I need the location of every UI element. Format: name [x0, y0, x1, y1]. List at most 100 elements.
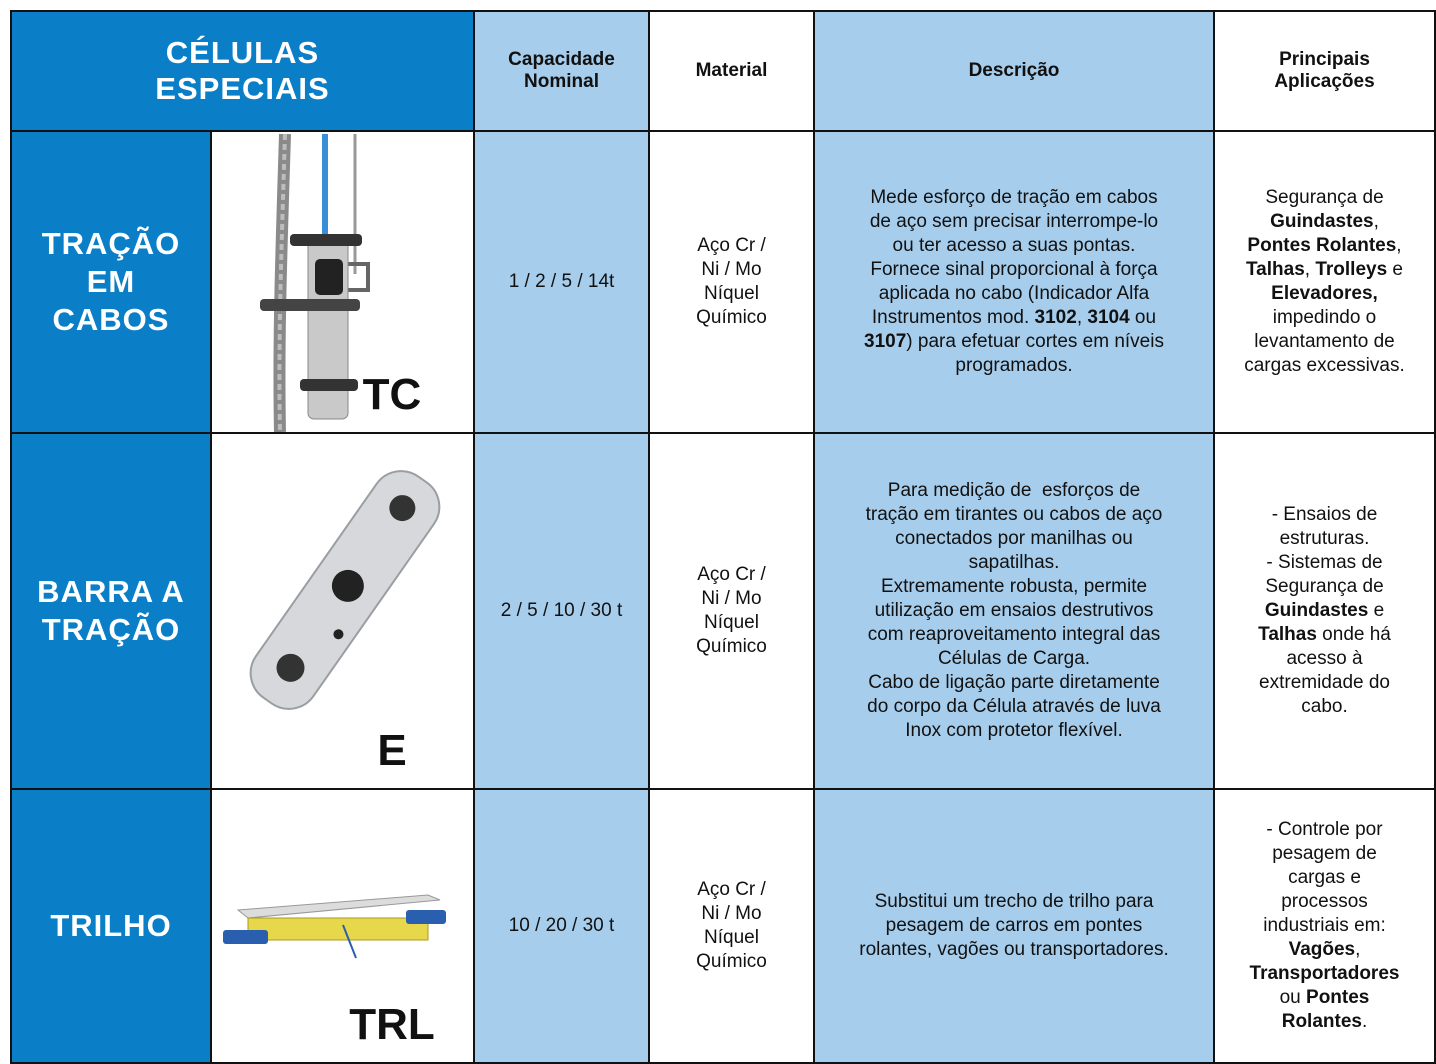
product-code: TC	[362, 370, 422, 419]
text-run: - Sistemas de	[1266, 552, 1383, 573]
applications-line: Segurança de	[1265, 575, 1383, 599]
trl-image	[223, 894, 446, 959]
applications-line: Pontes Rolantes,	[1247, 234, 1401, 258]
bold-run: Guindastes	[1264, 600, 1369, 621]
bold-run: Pontes	[1306, 987, 1370, 1008]
text-run: Segurança de	[1265, 187, 1384, 208]
description-line: Cabo de ligação parte diretamente	[868, 671, 1160, 695]
text-run: industriais em:	[1263, 915, 1386, 936]
text-run: ,	[1304, 259, 1316, 280]
text-run: ,	[1355, 939, 1361, 960]
description-line: do corpo da Célula através de luva	[867, 695, 1161, 719]
text-run: Para medição de esforços de	[887, 480, 1141, 501]
text-run: ,	[1373, 211, 1379, 232]
bold-run: Vagões	[1288, 939, 1356, 960]
column-header: Material	[650, 12, 815, 132]
description-line: conectados por manilhas ou	[895, 527, 1133, 551]
description-line: Instrumentos mod. 3102, 3104 ou	[872, 306, 1156, 330]
applications-line: pesagem de	[1272, 842, 1377, 866]
text-run: de aço sem precisar interrompe-lo	[869, 211, 1159, 232]
product-code: TRL	[349, 1000, 435, 1049]
row-name: TRAÇÃO EM CABOS	[12, 132, 212, 434]
description-line: pesagem de carros em pontes	[886, 914, 1143, 938]
material-cell: Aço Cr / Ni / Mo Níquel Químico	[650, 434, 815, 790]
applications-line: Elevadores,	[1271, 282, 1378, 306]
column-header: Capacidade Nominal	[475, 12, 650, 132]
text-run: aplicada no cabo (Indicador Alfa	[878, 283, 1150, 304]
left-border	[10, 10, 12, 1064]
applications-line: acesso à	[1286, 647, 1362, 671]
name-line: TRAÇÃO	[41, 226, 181, 261]
description-line: com reaproveitamento integral das	[868, 623, 1161, 647]
bold-run: Elevadores,	[1271, 283, 1378, 304]
capacity: 2 / 5 / 10 / 30 t	[500, 600, 623, 621]
header-line: Nominal	[524, 71, 599, 92]
text-run: levantamento de	[1254, 331, 1395, 352]
applications-line: - Ensaios de	[1272, 503, 1378, 527]
product-code: E	[377, 726, 407, 775]
text-run: ) para efetuar cortes em níveis	[906, 331, 1164, 352]
description-line: rolantes, vagões ou transportadores.	[859, 938, 1168, 962]
text-run: cargas excessivas.	[1244, 355, 1405, 376]
material-line: Níquel	[704, 612, 759, 633]
description-line: tração em tirantes ou cabos de aço	[866, 503, 1163, 527]
material-line: Químico	[696, 951, 767, 972]
applications-cell: - Controle por pesagem de cargas e processo…	[1215, 790, 1436, 1064]
material-line: Níquel	[704, 927, 759, 948]
applications-cell: - Ensaios de estruturas. - Sistemas de Segu…	[1215, 434, 1436, 790]
bold-run: Guindastes	[1270, 211, 1374, 232]
header-line: Principais	[1279, 49, 1370, 70]
text-run: Mede esforço de tração em cabos	[870, 187, 1158, 208]
bold-run: Pontes Rolantes	[1247, 235, 1397, 256]
description-line: Mede esforço de tração em cabos	[870, 186, 1157, 210]
applications-line: Rolantes.	[1282, 1010, 1368, 1034]
title-line: CÉLULAS	[165, 35, 320, 70]
text-run: tração em tirantes ou cabos de aço	[865, 504, 1163, 525]
text-run: extremidade do	[1259, 672, 1390, 693]
name-line: BARRA A	[37, 574, 185, 609]
text-run: ou ter acesso a suas pontas.	[892, 235, 1136, 256]
applications-line: Vagões,	[1289, 938, 1361, 962]
material-line: Aço Cr /	[697, 564, 766, 585]
material-line: Químico	[696, 307, 767, 328]
capacity-cell: 10 / 20 / 30 t	[475, 790, 650, 1064]
text-run: Fornece sinal proporcional à força	[870, 259, 1158, 280]
bold-run: Trolleys	[1315, 259, 1388, 280]
applications-line: Talhas, Trolleys e	[1246, 258, 1403, 282]
text-run: e	[1368, 600, 1385, 621]
bold-run: Rolantes	[1281, 1011, 1362, 1032]
row-name: BARRA A TRAÇÃO	[12, 434, 212, 790]
description-line: de aço sem precisar interrompe-lo	[870, 210, 1158, 234]
text-run: ,	[1396, 235, 1402, 256]
header-line: Capacidade	[508, 49, 615, 70]
tc-image	[260, 134, 370, 432]
text-run: .	[1361, 1011, 1368, 1032]
bold-run: Talhas	[1245, 259, 1305, 280]
text-run: processos	[1281, 891, 1368, 912]
applications-line: - Sistemas de	[1266, 551, 1382, 575]
top-border	[12, 10, 1436, 12]
material-cell: Aço Cr / Ni / Mo Níquel Químico	[650, 790, 815, 1064]
capacity-cell: 2 / 5 / 10 / 30 t	[475, 434, 650, 790]
text-run: impedindo o	[1272, 307, 1377, 328]
description-line: aplicada no cabo (Indicador Alfa	[879, 282, 1149, 306]
material-line: Níquel	[704, 283, 759, 304]
text-run: pesagem de	[1272, 843, 1377, 864]
description-line: Inox com protetor flexível.	[905, 719, 1123, 743]
header-line: Descrição	[968, 60, 1060, 81]
capacity: 10 / 20 / 30 t	[508, 915, 615, 936]
bold-run: 3102	[1034, 307, 1077, 328]
description-line: 3107) para efetuar cortes em níveis	[864, 330, 1164, 354]
applications-line: processos	[1281, 890, 1368, 914]
description-cell: Para medição de esforços de tração em tir…	[815, 434, 1215, 790]
applications-line: cabo.	[1301, 695, 1347, 719]
applications-line: Guindastes e	[1265, 599, 1384, 623]
bold-run: Talhas	[1258, 624, 1317, 645]
applications-line: cargas e	[1288, 866, 1361, 890]
applications-line: cargas excessivas.	[1244, 354, 1405, 378]
column-header: Principais Aplicações	[1215, 12, 1436, 132]
header-title: CÉLULAS ESPECIAIS	[12, 12, 475, 132]
applications-line: extremidade do	[1259, 671, 1390, 695]
text-run: programados.	[955, 355, 1073, 376]
description-line: ou ter acesso a suas pontas.	[893, 234, 1136, 258]
